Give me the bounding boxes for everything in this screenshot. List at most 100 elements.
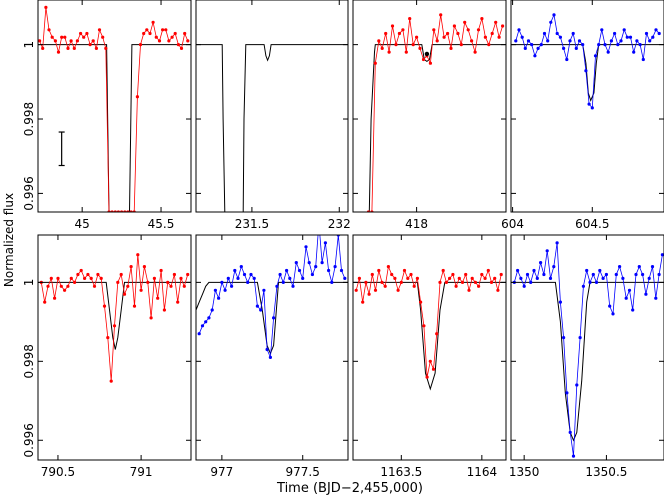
panel-6: 977 977.5 xyxy=(195,234,349,479)
model-curve xyxy=(196,44,348,212)
data-point xyxy=(587,102,591,106)
data-point xyxy=(464,272,468,277)
data-point xyxy=(562,46,566,51)
data-point xyxy=(441,268,445,273)
data-point xyxy=(496,288,500,292)
data-point xyxy=(59,284,63,288)
data-point xyxy=(542,31,547,36)
data-point xyxy=(307,261,311,265)
data-point xyxy=(377,268,381,273)
data-point xyxy=(497,35,501,39)
data-point xyxy=(106,336,110,340)
data-point xyxy=(470,39,474,43)
data-point xyxy=(555,241,559,245)
data-point xyxy=(555,31,559,36)
data-point xyxy=(408,17,412,21)
data-point xyxy=(614,272,618,277)
data-point xyxy=(627,288,632,292)
x-tick-label: 977 xyxy=(210,465,233,479)
data-series-line xyxy=(198,235,346,358)
data-point xyxy=(223,288,227,292)
data-point xyxy=(387,50,391,54)
data-point xyxy=(122,292,127,296)
data-point xyxy=(575,383,579,387)
data-point xyxy=(451,272,455,277)
data-point xyxy=(535,276,539,280)
data-point xyxy=(333,265,337,269)
plot-area xyxy=(38,253,191,383)
data-point xyxy=(314,265,318,269)
data-point xyxy=(63,35,67,39)
data-point xyxy=(38,39,42,43)
data-point xyxy=(82,35,86,39)
data-point xyxy=(56,276,60,280)
panel-3: 418 xyxy=(352,0,507,231)
data-point xyxy=(428,61,432,65)
data-point xyxy=(647,276,651,280)
data-point xyxy=(533,54,537,58)
data-point xyxy=(637,265,641,269)
data-point xyxy=(142,31,146,36)
data-point xyxy=(390,272,394,277)
data-point xyxy=(239,265,243,269)
data-point xyxy=(486,268,490,273)
data-point xyxy=(577,39,582,43)
data-point xyxy=(448,276,452,280)
data-point xyxy=(242,272,247,277)
data-series-line xyxy=(40,254,189,382)
data-point xyxy=(56,50,61,54)
data-point xyxy=(146,280,150,284)
plot-area xyxy=(38,5,191,212)
data-point xyxy=(85,31,89,36)
data-point xyxy=(278,272,282,277)
data-point xyxy=(571,31,575,36)
plot-area xyxy=(511,13,664,110)
panel-frame xyxy=(510,0,664,213)
data-point xyxy=(611,312,615,316)
data-point xyxy=(415,276,419,280)
data-point xyxy=(249,272,253,277)
data-point xyxy=(394,43,398,47)
data-point xyxy=(487,43,491,47)
data-point xyxy=(552,265,556,269)
data-point xyxy=(532,268,536,273)
x-tick-label: 790.5 xyxy=(41,465,75,479)
data-series-line xyxy=(355,265,502,378)
data-point xyxy=(69,276,73,280)
data-point xyxy=(66,284,70,288)
data-point xyxy=(519,276,523,280)
data-point xyxy=(154,35,158,39)
data-point xyxy=(281,280,285,284)
y-tick-label: 1 xyxy=(22,279,36,287)
data-point xyxy=(135,95,139,99)
data-point xyxy=(384,31,388,36)
panel-frame xyxy=(37,0,192,213)
data-point xyxy=(169,284,173,288)
model-curve xyxy=(353,281,506,391)
data-point xyxy=(490,31,494,36)
data-point xyxy=(246,280,250,284)
panel-5: 0.996 0.998 1 790.5 791 xyxy=(22,234,192,479)
data-point xyxy=(75,39,79,43)
x-axis-label: Time (BJD−2,455,000) xyxy=(276,481,423,496)
data-point xyxy=(288,276,292,280)
data-point xyxy=(625,35,629,39)
data-point xyxy=(648,39,652,43)
data-point xyxy=(499,272,503,277)
data-point xyxy=(654,296,658,300)
data-point xyxy=(594,280,599,284)
plot-area xyxy=(196,44,348,212)
data-point xyxy=(489,280,494,284)
y-tick-label: 0.996 xyxy=(22,423,36,457)
data-point xyxy=(459,43,463,47)
data-series-line xyxy=(513,242,663,457)
plot-area xyxy=(353,265,506,391)
data-point xyxy=(606,50,610,54)
data-point xyxy=(542,272,546,277)
data-point xyxy=(493,276,497,280)
data-point xyxy=(285,268,289,273)
data-point xyxy=(418,46,422,51)
data-point xyxy=(83,276,87,280)
panel-2: 231.5 232 xyxy=(195,0,351,231)
data-point xyxy=(452,24,456,28)
